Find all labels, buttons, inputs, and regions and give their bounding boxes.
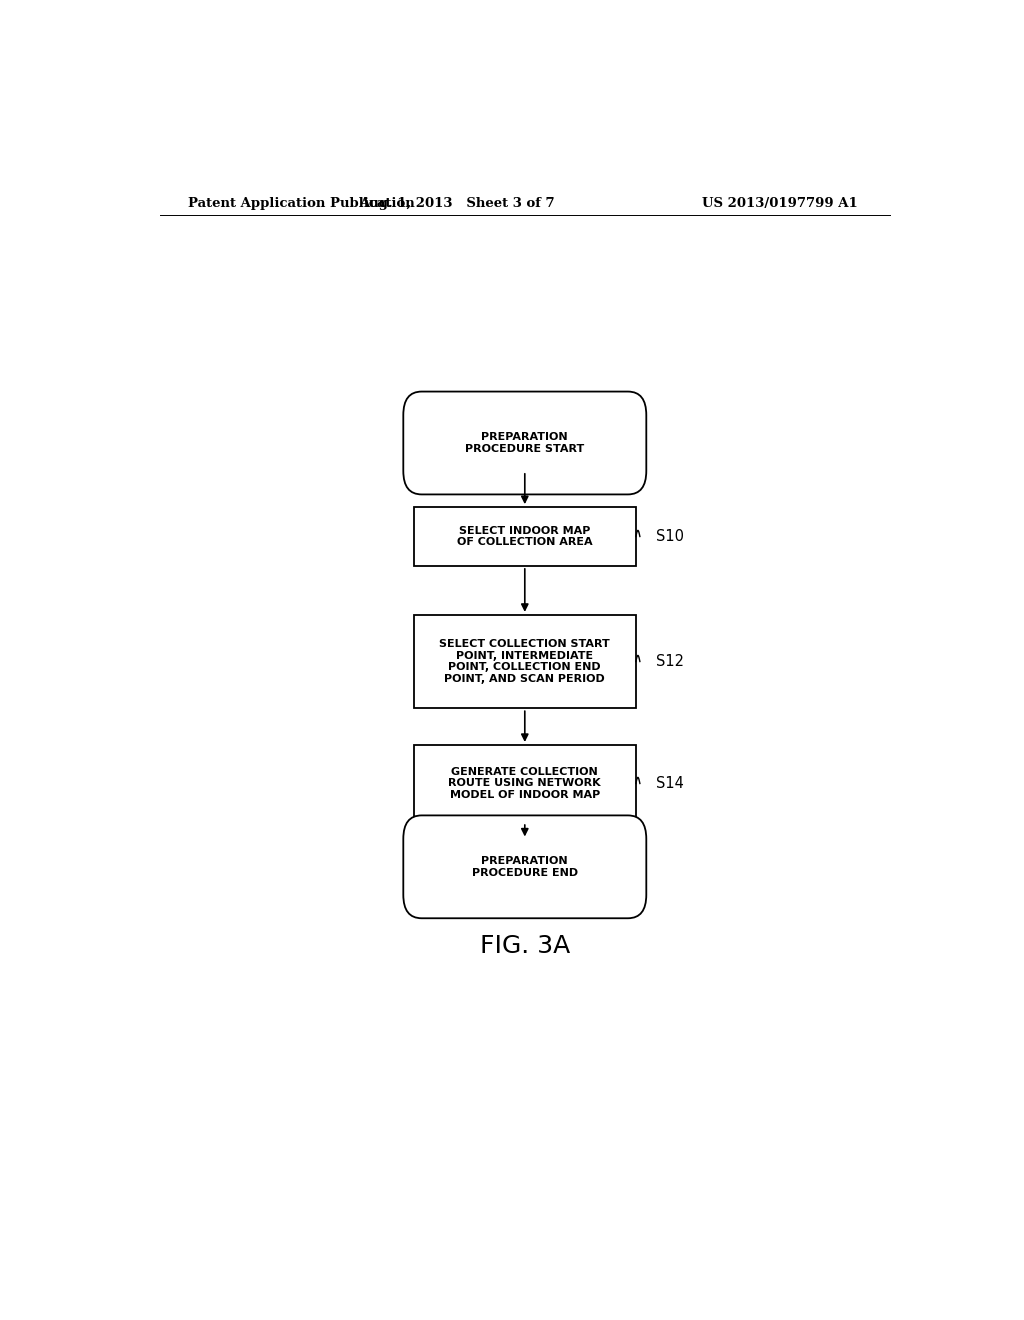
Text: S12: S12	[655, 653, 684, 669]
Bar	[414, 507, 636, 566]
FancyBboxPatch shape	[403, 392, 646, 495]
Text: GENERATE COLLECTION
ROUTE USING NETWORK
MODEL OF INDOOR MAP: GENERATE COLLECTION ROUTE USING NETWORK …	[449, 767, 601, 800]
Text: PREPARATION
PROCEDURE START: PREPARATION PROCEDURE START	[465, 432, 585, 454]
Text: Patent Application Publication: Patent Application Publication	[187, 197, 415, 210]
FancyBboxPatch shape	[403, 816, 646, 919]
Text: US 2013/0197799 A1: US 2013/0197799 A1	[702, 197, 858, 210]
Text: S10: S10	[655, 529, 684, 544]
Text: S14: S14	[655, 776, 684, 791]
Text: SELECT COLLECTION START
POINT, INTERMEDIATE
POINT, COLLECTION END
POINT, AND SCA: SELECT COLLECTION START POINT, INTERMEDI…	[439, 639, 610, 684]
Bar	[414, 746, 636, 821]
Text: Aug. 1, 2013   Sheet 3 of 7: Aug. 1, 2013 Sheet 3 of 7	[359, 197, 555, 210]
Text: SELECT INDOOR MAP
OF COLLECTION AREA: SELECT INDOOR MAP OF COLLECTION AREA	[457, 525, 593, 548]
Text: FIG. 3A: FIG. 3A	[479, 935, 570, 958]
Bar	[414, 615, 636, 709]
Text: PREPARATION
PROCEDURE END: PREPARATION PROCEDURE END	[472, 857, 578, 878]
